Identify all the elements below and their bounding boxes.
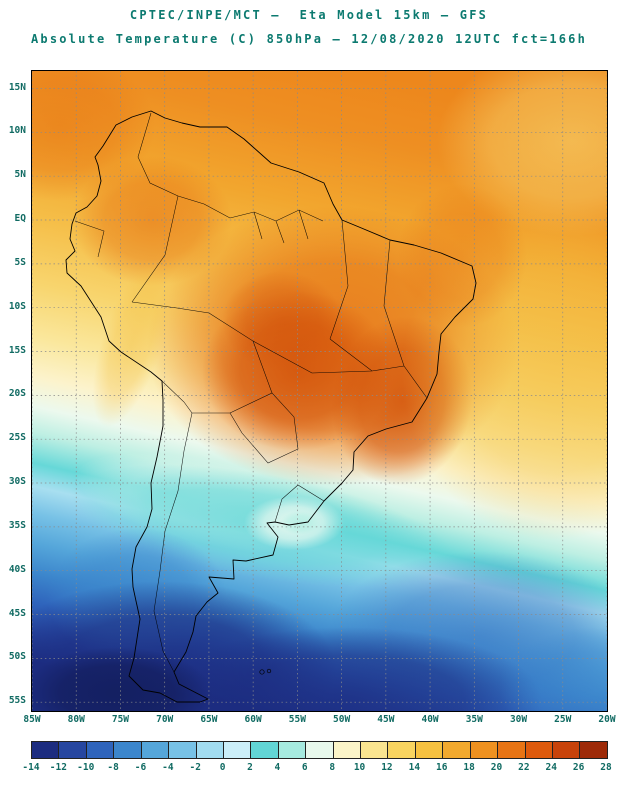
colorbar-segment bbox=[525, 742, 554, 758]
colorbar bbox=[31, 741, 608, 759]
islands bbox=[259, 668, 272, 675]
colorbar-segment bbox=[32, 742, 60, 758]
colorbar-segment bbox=[251, 742, 279, 758]
colorbar-tick: 6 bbox=[301, 762, 308, 773]
lon-tick-label: 75W bbox=[111, 714, 130, 725]
colorbar-tick: -10 bbox=[77, 762, 95, 773]
chart-subtitle: Absolute Temperature (C) 850hPa — 12/08/… bbox=[30, 32, 588, 46]
lat-tick-label: 25S bbox=[8, 432, 26, 444]
colorbar-segment bbox=[470, 742, 499, 758]
lon-tick-label: 20W bbox=[598, 714, 616, 725]
colorbar-tick: 28 bbox=[600, 762, 612, 773]
lat-tick-label: 40S bbox=[8, 563, 26, 575]
colorbar-tick: -8 bbox=[107, 762, 119, 773]
colorbar-segment bbox=[169, 742, 197, 758]
lat-tick-label: 35S bbox=[8, 519, 26, 531]
colorbar-tick: 8 bbox=[329, 762, 336, 773]
colorbar-segment bbox=[196, 742, 224, 758]
colorbar-tick: 18 bbox=[463, 762, 475, 773]
lat-tick-label: 20S bbox=[8, 388, 26, 400]
lat-tick-label: 45S bbox=[8, 607, 26, 619]
colorbar-segment bbox=[59, 742, 87, 758]
lon-tick-label: 40W bbox=[421, 714, 439, 725]
south-america-temperature-map bbox=[32, 71, 607, 711]
colorbar-tick: 0 bbox=[219, 762, 226, 773]
colorbar-segment bbox=[114, 742, 142, 758]
colorbar-tick: -4 bbox=[162, 762, 174, 773]
colorbar-segment bbox=[86, 742, 115, 758]
colorbar-tick: 22 bbox=[518, 762, 530, 773]
lat-tick-label: 5N bbox=[14, 169, 26, 181]
grid-lines bbox=[32, 71, 607, 711]
colorbar-segment bbox=[443, 742, 471, 758]
colorbar-tick: 24 bbox=[545, 762, 557, 773]
lon-tick-label: 60W bbox=[244, 714, 262, 725]
lon-axis: 85W 80W 75W 70W 65W 60W 55W 50W 45W 40W 35W 30W 25W 2… bbox=[23, 714, 615, 728]
lon-tick-label: 55W bbox=[288, 714, 306, 725]
lat-tick-label: 55S bbox=[8, 695, 26, 707]
colorbar-segment bbox=[223, 742, 252, 758]
lon-tick-label: 45W bbox=[377, 714, 395, 725]
lon-tick-label: 30W bbox=[509, 714, 528, 725]
colorbar-segment bbox=[580, 742, 607, 758]
lon-tick-label: 85W bbox=[23, 714, 41, 725]
chart-title: CPTEC/INPE/MCT — Eta Model 15km — GFS bbox=[129, 8, 489, 22]
colorbar-segment bbox=[306, 742, 334, 758]
colorbar-segment bbox=[361, 742, 389, 758]
colorbar-tick: 16 bbox=[435, 762, 448, 773]
colorbar-tick: 2 bbox=[247, 762, 253, 773]
colorbar-segment bbox=[498, 742, 526, 758]
colorbar-segment bbox=[553, 742, 581, 758]
temperature-field bbox=[32, 71, 607, 711]
lat-tick-label: 15S bbox=[8, 344, 26, 356]
colorbar-segment bbox=[388, 742, 416, 758]
lat-axis: 15N 10N 5N EQ 5S 10S 15S 20S 25S 30S 35S 40S 45S 50S 5… bbox=[0, 70, 29, 710]
lat-tick-label: 10N bbox=[8, 125, 26, 137]
colorbar-tick-labels: -14 -12 -10 -8 -6 -4 -2 0 2 4 6 8 10 12 14 16 18 20 22 24 26… bbox=[22, 762, 612, 776]
colorbar-tick: 4 bbox=[274, 762, 281, 773]
lat-tick-label: EQ bbox=[14, 213, 26, 224]
colorbar-tick: 14 bbox=[408, 762, 421, 773]
colorbar-segment bbox=[278, 742, 307, 758]
colorbar-tick: -2 bbox=[189, 762, 202, 773]
lon-tick-label: 80W bbox=[67, 714, 85, 725]
colorbar-segment bbox=[141, 742, 170, 758]
lon-tick-label: 50W bbox=[333, 714, 351, 725]
colorbar-tick: 20 bbox=[490, 762, 503, 773]
colorbar-segment bbox=[333, 742, 362, 758]
colorbar-tick: 12 bbox=[381, 762, 393, 773]
coastline bbox=[65, 110, 477, 703]
colorbar-tick: -14 bbox=[22, 762, 40, 773]
colorbar-tick: 26 bbox=[572, 762, 585, 773]
lon-tick-label: 35W bbox=[465, 714, 483, 725]
lon-tick-label: 65W bbox=[200, 714, 218, 725]
lon-tick-label: 70W bbox=[156, 714, 174, 725]
lat-tick-label: 15N bbox=[8, 81, 26, 93]
lon-tick-label: 25W bbox=[554, 714, 572, 725]
lat-tick-label: 5S bbox=[14, 256, 26, 268]
colorbar-tick: -12 bbox=[49, 762, 67, 773]
lat-tick-label: 30S bbox=[8, 476, 26, 488]
colorbar-tick: -6 bbox=[134, 762, 147, 773]
map-canvas bbox=[31, 70, 608, 712]
colorbar-segment bbox=[415, 742, 444, 758]
lat-tick-label: 50S bbox=[8, 651, 26, 663]
lat-tick-label: 10S bbox=[8, 300, 26, 312]
colorbar-tick: 10 bbox=[353, 762, 366, 773]
country-borders bbox=[74, 112, 428, 673]
